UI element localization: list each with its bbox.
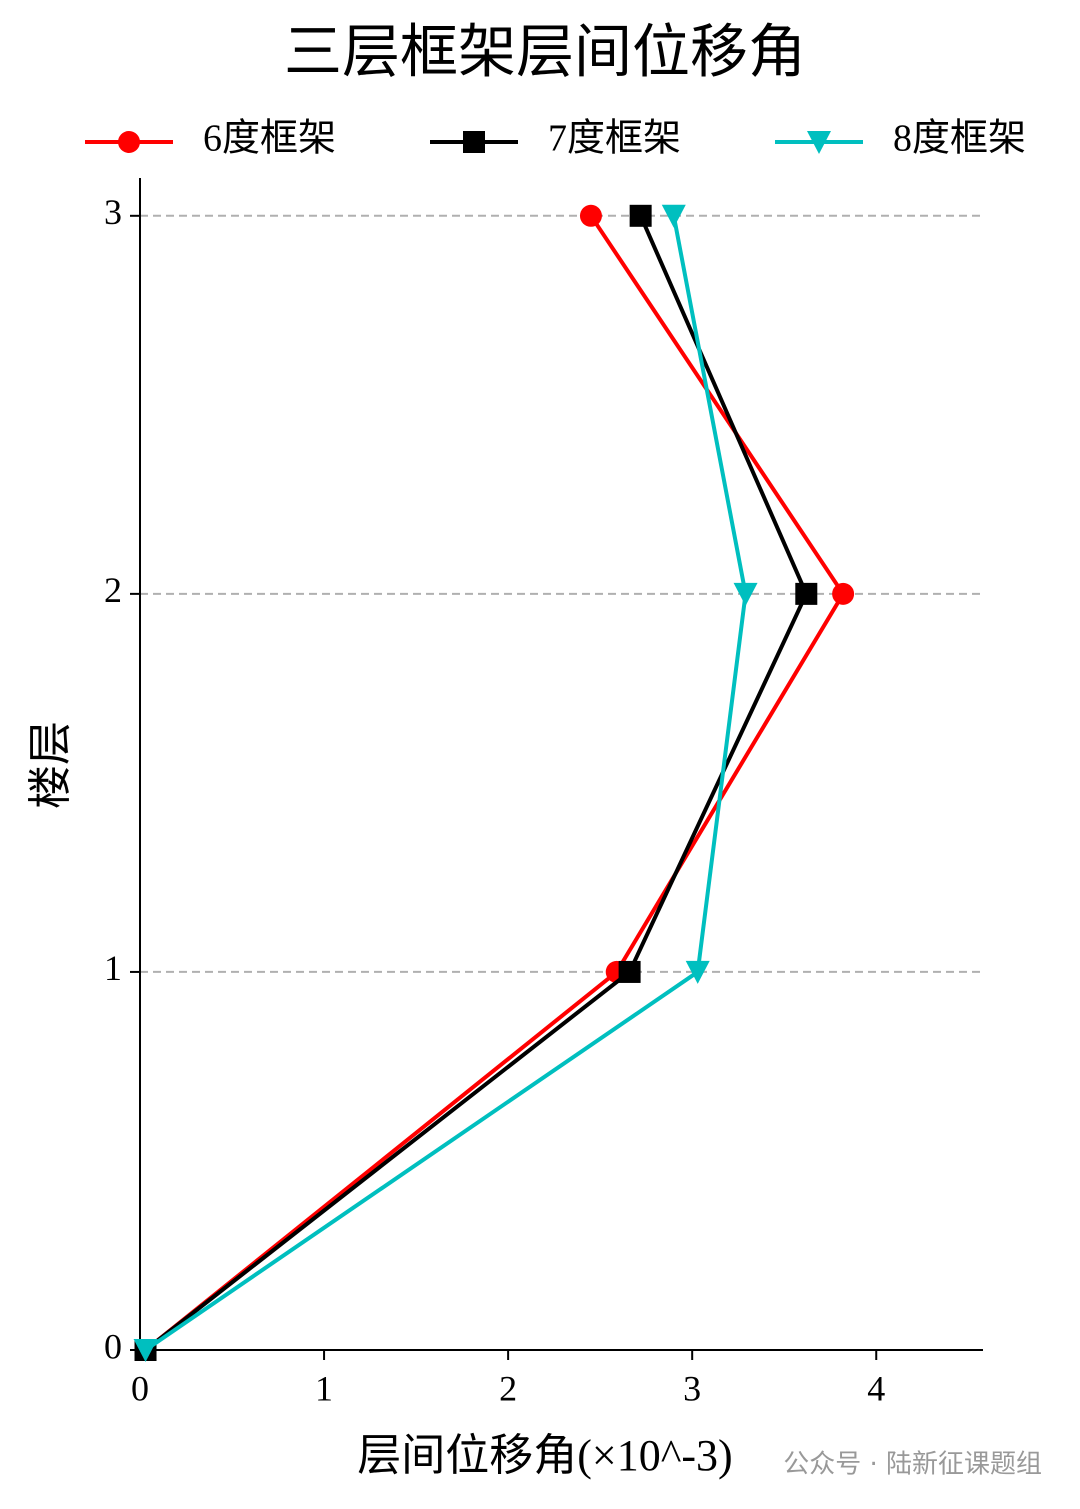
marker <box>629 204 652 227</box>
chart-title: 三层框架层间位移角 <box>284 19 806 84</box>
x-tick-label: 2 <box>499 1368 517 1408</box>
marker <box>463 131 485 153</box>
watermark: 公众号 · 陆新征课题组 <box>783 1450 1042 1480</box>
marker <box>795 582 818 605</box>
x-tick-label: 3 <box>683 1368 701 1408</box>
legend-label: 7度框架 <box>548 118 681 160</box>
y-tick-label: 0 <box>104 1326 122 1366</box>
x-tick-label: 1 <box>315 1368 333 1408</box>
marker <box>618 960 641 983</box>
marker <box>579 204 602 227</box>
x-tick-label: 0 <box>131 1368 149 1408</box>
series-line <box>144 214 846 1352</box>
y-axis-label: 楼层 <box>26 721 75 809</box>
legend-label: 8度框架 <box>893 118 1026 160</box>
series-line <box>144 215 809 1352</box>
marker <box>733 582 758 606</box>
marker <box>807 131 831 154</box>
marker <box>118 131 140 153</box>
y-tick-label: 3 <box>104 192 122 232</box>
x-tick-label: 4 <box>867 1368 885 1408</box>
y-tick-label: 1 <box>104 948 122 988</box>
x-axis-label: 层间位移角(×10^-3) <box>357 1431 732 1480</box>
legend-label: 6度框架 <box>203 118 336 160</box>
series-line <box>144 215 748 1352</box>
marker <box>832 582 855 605</box>
marker <box>133 1339 158 1362</box>
marker <box>661 204 686 228</box>
y-tick-label: 2 <box>104 570 122 610</box>
marker <box>685 960 710 984</box>
